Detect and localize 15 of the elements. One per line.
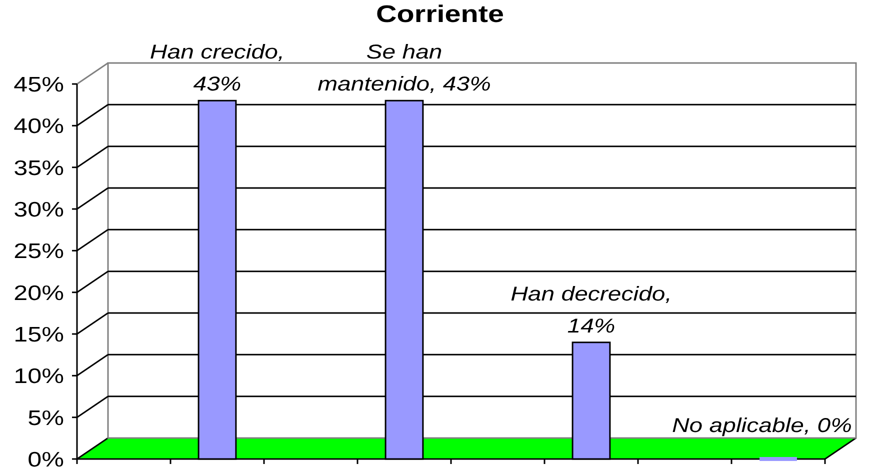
data-label: Han crecido, 43%	[150, 40, 285, 96]
data-label: Se han mantenido, 43%	[318, 40, 491, 96]
y-tick-label: 35%	[14, 156, 64, 180]
y-tick-label: 45%	[14, 72, 64, 96]
y-tick-label: 15%	[14, 322, 64, 346]
y-tick-label: 5%	[28, 406, 64, 430]
y-tick-label: 20%	[14, 280, 64, 304]
data-label: Han decrecido, 14%	[510, 282, 672, 337]
y-tick-label: 0%	[28, 447, 64, 468]
data-label: No aplicable, 0%	[672, 414, 852, 437]
y-tick-label: 30%	[14, 197, 64, 222]
y-tick-label: 10%	[14, 364, 64, 388]
y-tick-label: 40%	[14, 114, 64, 138]
chart-title: Corriente	[376, 0, 504, 28]
y-tick-label: 25%	[14, 239, 64, 263]
